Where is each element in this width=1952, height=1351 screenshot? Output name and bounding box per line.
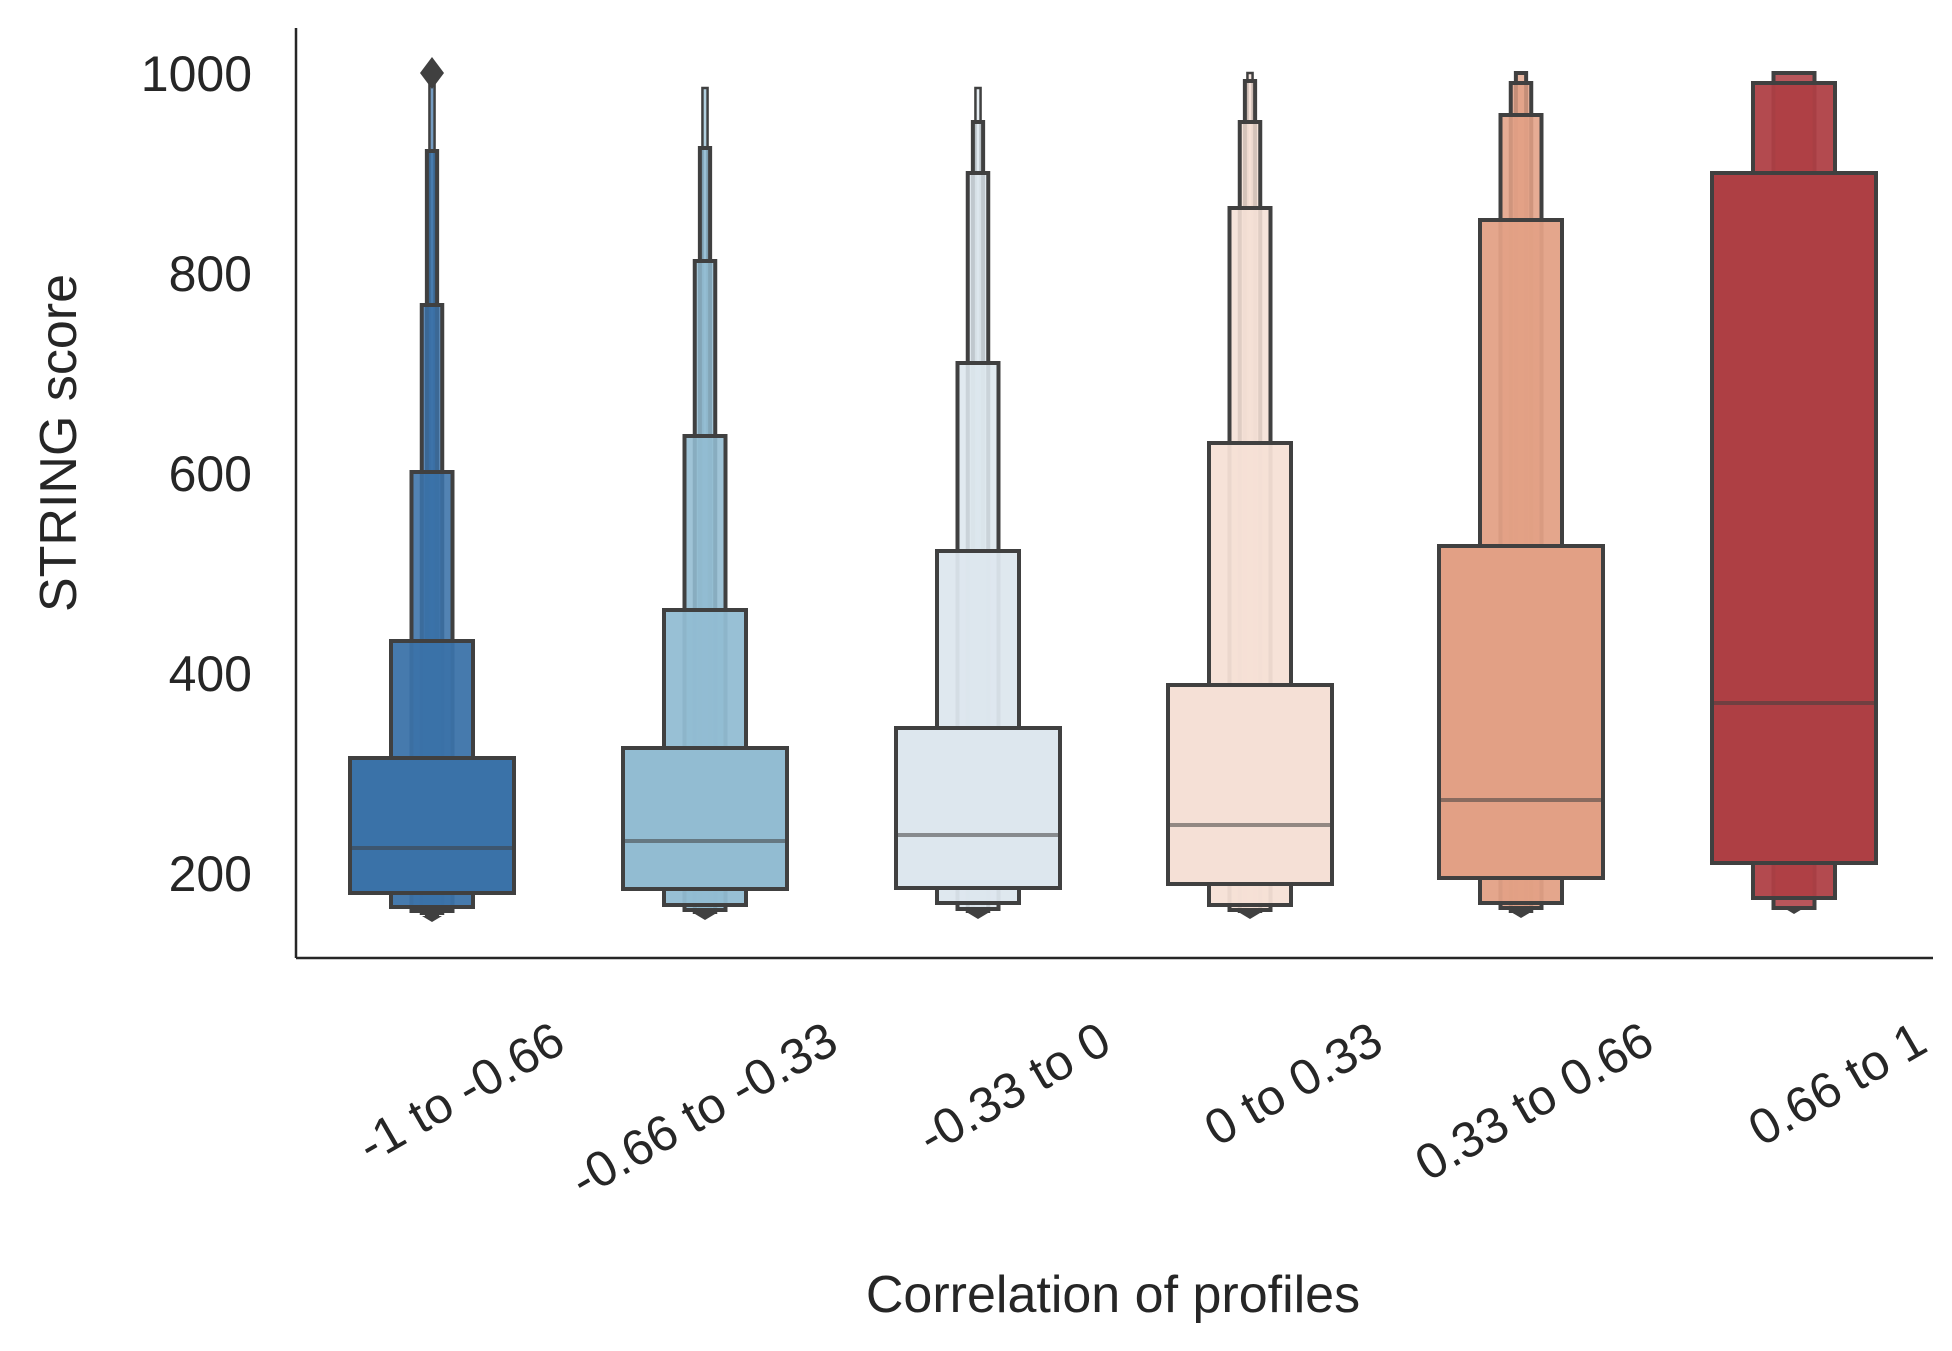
x-tick-label: 0.66 to 1 <box>1739 1011 1936 1157</box>
low-outlier-marker <box>695 914 715 920</box>
boxen-group <box>1437 71 1605 918</box>
boxen-group <box>1166 71 1334 919</box>
low-outlier-marker <box>1240 913 1260 919</box>
y-tick-label: 400 <box>169 646 252 702</box>
boxen-group <box>621 86 789 920</box>
boxen-box <box>1710 171 1878 865</box>
y-tick-label: 200 <box>169 846 252 902</box>
low-outlier-marker <box>968 913 988 919</box>
boxen-box <box>348 756 516 895</box>
y-axis-title: STRING score <box>30 274 88 612</box>
x-tick-label: -1 to -0.66 <box>348 1011 573 1173</box>
low-outlier-marker <box>422 916 442 922</box>
boxen-group <box>894 86 1062 919</box>
low-outlier-marker <box>1784 908 1804 914</box>
outlier-point <box>420 57 444 89</box>
x-tick-label: 0 to 0.33 <box>1195 1011 1392 1157</box>
boxen-box <box>1166 683 1334 886</box>
y-tick-label: 600 <box>169 446 252 502</box>
boxen-box <box>621 746 789 891</box>
boxen-group <box>1710 71 1878 914</box>
y-tick-label: 1000 <box>141 46 252 102</box>
x-tick-label: 0.33 to 0.66 <box>1406 1011 1663 1192</box>
boxen-box <box>1437 544 1605 880</box>
boxen-box <box>894 726 1062 890</box>
x-tick-label: -0.66 to -0.33 <box>561 1011 847 1208</box>
y-tick-label: 800 <box>169 246 252 302</box>
x-tick-label: -0.33 to 0 <box>909 1011 1120 1165</box>
x-axis-title: Correlation of profiles <box>866 1266 1360 1324</box>
boxen-group <box>348 57 516 922</box>
plot-area <box>348 57 1878 922</box>
y-tick-labels: 200 400 600 800 1000 <box>141 46 252 902</box>
x-tick-labels: -1 to -0.66-0.66 to -0.33 -0.33 to 0 0 to … <box>348 1011 1935 1208</box>
low-outlier-marker <box>1511 912 1531 918</box>
